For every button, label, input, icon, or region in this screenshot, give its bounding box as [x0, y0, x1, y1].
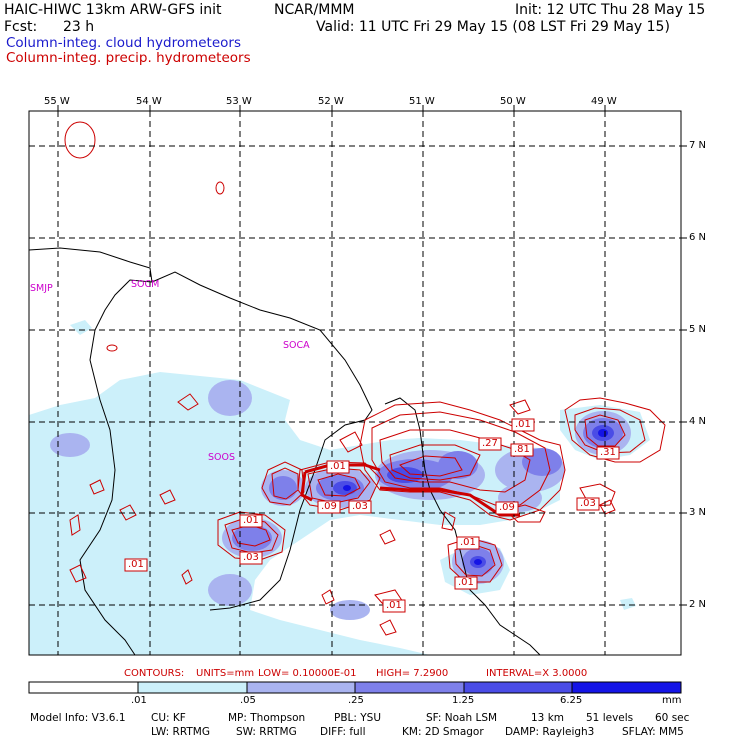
contour-label: .09: [499, 502, 515, 513]
contour-label: .01: [458, 577, 474, 588]
station-label: SOCM: [131, 279, 160, 290]
lat-label: 4 N: [689, 416, 707, 427]
lon-label: 51 W: [409, 96, 435, 107]
model-km: KM: 2D Smagor: [402, 726, 484, 738]
colorbar: [28, 681, 682, 694]
model-version: Model Info: V3.6.1: [30, 712, 126, 724]
contour-label: .01: [330, 461, 346, 472]
contour-label: .01: [515, 419, 531, 430]
lat-label: 6 N: [689, 232, 707, 243]
model-lw: LW: RRTMG: [151, 726, 210, 738]
init-time: Init: 12 UTC Thu 28 May 15: [515, 2, 706, 18]
contour-label: .09: [321, 501, 337, 512]
contour-info-label: CONTOURS:: [124, 668, 185, 679]
contour-label-boxes: [124, 418, 620, 613]
colorbar-tick: .05: [240, 695, 256, 706]
model-pbl: PBL: YSU: [334, 712, 382, 724]
contour-label: .01: [243, 515, 259, 526]
contour-label: .01: [386, 600, 402, 611]
contour-low: LOW= 0.10000E-01: [258, 668, 357, 679]
model-cu: CU: KF: [151, 712, 186, 724]
model-mp: MP: Thompson: [228, 712, 306, 724]
lat-label: 3 N: [689, 507, 707, 518]
lon-label: 53 W: [226, 96, 252, 107]
forecast-hour: 23 h: [63, 19, 95, 35]
valid-time: Valid: 11 UTC Fri 29 May 15 (08 LST Fri …: [316, 19, 670, 35]
colorbar-tick: 1.25: [452, 695, 475, 706]
model-levels: 51 levels: [586, 712, 634, 724]
station-label: SOOS: [208, 452, 236, 463]
station-label: SMJP: [30, 283, 53, 294]
contour-label: .01: [460, 537, 476, 548]
contour-units: UNITS=mm: [196, 668, 255, 679]
axis-ticks: [57, 105, 687, 606]
model-sflay: SFLAY: MM5: [622, 726, 684, 738]
lat-label: 5 N: [689, 324, 707, 335]
lon-label: 49 W: [591, 96, 617, 107]
colorbar-unit: mm: [662, 695, 682, 706]
colorbar-tick: .01: [131, 695, 147, 706]
colorbar-tick: .25: [348, 695, 364, 706]
lat-lon-grid: [29, 111, 681, 655]
lat-label: 2 N: [689, 599, 707, 610]
lon-label: 55 W: [44, 96, 70, 107]
lon-label: 50 W: [500, 96, 526, 107]
contour-label: .03: [243, 552, 259, 563]
forecast-label: Fcst:: [4, 19, 38, 35]
model-timestep: 60 sec: [655, 712, 690, 724]
contour-label: .03: [580, 498, 596, 509]
lon-label: 54 W: [136, 96, 162, 107]
plot-title: HAIC-HIWC 13km ARW-GFS init: [4, 2, 222, 18]
contour-label: .31: [600, 447, 616, 458]
model-sw: SW: RRTMG: [236, 726, 297, 738]
contour-interval: INTERVAL=X 3.0000: [486, 668, 588, 679]
model-diff: DIFF: full: [320, 726, 366, 738]
contour-label: .27: [482, 438, 498, 449]
map-frame: [28, 110, 682, 656]
precip-legend: Column-integ. precip. hydrometeors: [6, 50, 251, 66]
model-resolution: 13 km: [531, 712, 565, 724]
station-label: SOCA: [283, 340, 310, 351]
model-sf: SF: Noah LSM: [426, 712, 498, 724]
lon-label: 52 W: [318, 96, 344, 107]
colorbar-tick: 6.25: [560, 695, 583, 706]
lat-label: 7 N: [689, 140, 707, 151]
cloud-legend: Column-integ. cloud hydrometeors: [6, 35, 242, 51]
model-damp: DAMP: Rayleigh3: [505, 726, 595, 738]
center-name: NCAR/MMM: [274, 2, 355, 18]
contour-label: .01: [128, 559, 144, 570]
contour-label: .03: [352, 501, 368, 512]
contour-label: .81: [514, 444, 530, 455]
contour-high: HIGH= 7.2900: [376, 668, 449, 679]
